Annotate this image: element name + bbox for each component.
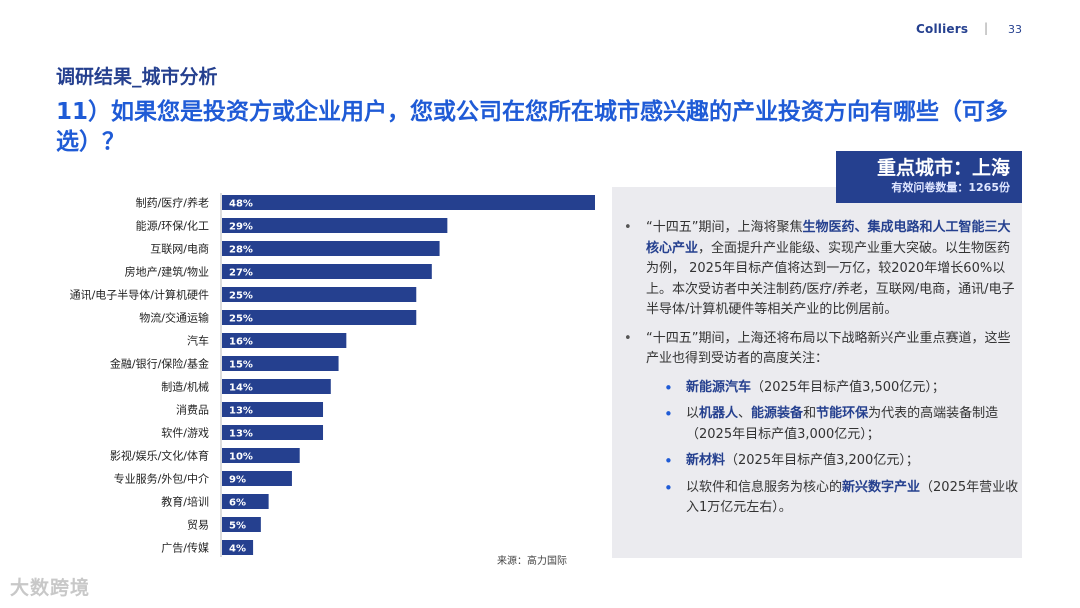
bar [222,540,254,555]
value-label: 27% [229,268,253,279]
bar-chart: 制药/医疗/养老 48% 能源/环保/化工 29% 互联网/电商 28% 房地产/建筑/物业… [0,185,620,560]
commentary-text: “十四五”期间，上海将聚焦生物医药、集成电路和人工智能三大核心产业，全面提升产业… [620,218,1020,519]
bullet-1: “十四五”期间，上海将聚焦生物医药、集成电路和人工智能三大核心产业，全面提升产业… [620,218,1020,321]
bar [222,195,595,210]
bullet-2: “十四五”期间，上海还将布局以下战略新兴产业重点赛道，这些产业也得到受访者的高度… [620,329,1020,370]
highlight-text: 生物医药、集成电路和人工智能三大核心产业 [646,220,1011,256]
body-text: 、 [738,406,752,421]
value-label: 9% [229,475,246,486]
city-title: 重点城市：上海 [876,157,1010,179]
category-label: 房地产/建筑/物业 [125,265,209,279]
body-text: （2025年目标产值3,500亿元）； [751,379,945,395]
category-label: 汽车 [187,334,209,348]
value-label: 13% [229,406,253,417]
brand-logo: Colliers [916,22,969,36]
highlight-text: 节能环保 [816,406,869,421]
bar [222,310,417,325]
category-label: 通讯/电子半导体/计算机硬件 [70,288,209,302]
value-label: 29% [229,222,253,233]
value-label: 15% [229,360,253,371]
bar [222,448,300,463]
highlight-text: 新能源汽车 [686,379,752,395]
category-label: 影视/娱乐/文化/体育 [110,449,209,463]
body-text: （2025年营业收入1万亿元左右）。 [686,479,1019,516]
city-box: 重点城市：上海 有效问卷数量：1265份 [836,151,1022,203]
bar [222,425,324,440]
category-label: 物流/交通运输 [139,311,209,325]
value-label: 25% [229,291,253,302]
bar-chart-svg: 制药/医疗/养老 48% 能源/环保/化工 29% 互联网/电商 28% 房地产/建筑/物业… [70,193,595,557]
body-text: （2025年目标产值3,200亿元）； [725,453,919,468]
body-text: 以 [686,406,700,421]
chart-source: 来源：高力国际 [497,556,567,567]
bar [222,356,339,371]
category-label: 专业服务/外包/中介 [114,472,209,486]
value-label: 14% [229,383,253,394]
category-label: 广告/传媒 [161,542,209,555]
category-label: 互联网/电商 [150,242,209,256]
highlight-text: 新兴数字产业 [842,479,921,495]
category-label: 金融/银行/保险/基金 [110,357,209,371]
sub-bullet-3: 新材料（2025年目标产值3,200亿元）； [620,451,1020,472]
body-text: “十四五”期间，上海还将布局以下战略新兴产业重点赛道，这些产业也得到受访者的高度… [646,330,1011,367]
bar [222,241,440,256]
bar [222,494,269,509]
sub-bullet-4: 以软件和信息服务为核心的新兴数字产业（2025年营业收入1万亿元左右）。 [620,478,1020,519]
value-label: 10% [229,452,253,463]
value-label: 28% [229,245,253,256]
value-label: 13% [229,429,253,440]
bar [222,287,417,302]
bar [222,264,432,279]
body-text: “十四五”期间，上海将聚焦 [646,220,803,235]
bar [222,471,292,486]
bar [222,517,261,532]
bar [222,379,331,394]
header-separator: | [984,21,989,35]
category-label: 制药/医疗/养老 [136,196,209,210]
highlight-text: 新材料 [686,453,726,468]
body-text: 以软件和信息服务为核心的 [686,479,843,495]
page-number: 33 [1008,23,1022,36]
category-label: 软件/游戏 [161,426,209,440]
highlight-text: 机器人 [699,406,739,421]
category-label: 制造/机械 [161,380,209,394]
bar [222,333,347,348]
body-text: 为代表的高端装备制造（2025年目标产值3,000亿元）； [686,406,999,442]
sub-bullet-1: 新能源汽车（2025年目标产值3,500亿元）； [620,378,1020,399]
bar [222,218,448,233]
value-label: 6% [229,498,246,509]
question-title: 11）如果您是投资方或企业用户，您或公司在您所在城市感兴趣的产业投资方向有哪些（… [56,99,1009,155]
category-label: 教育/培训 [161,495,209,509]
value-label: 4% [229,544,246,555]
section-title: 调研结果_城市分析 [56,66,218,88]
body-text: ，全面提升产业能级、实现产业重大突破。以生物医药为例， 2025年目标产值将达到… [646,240,1015,318]
sample-count: 有效问卷数量：1265份 [891,181,1010,194]
category-label: 贸易 [187,519,209,532]
category-label: 能源/环保/化工 [136,219,209,233]
value-label: 5% [229,521,246,532]
category-label: 消费品 [176,403,209,417]
value-label: 48% [229,199,253,210]
value-label: 25% [229,314,253,325]
value-label: 16% [229,337,253,348]
watermark-logo: 大数跨境 [10,577,91,599]
sub-bullet-2: 以机器人、能源装备和节能环保为代表的高端装备制造（2025年目标产值3,000亿… [620,404,1020,445]
highlight-text: 能源装备 [751,406,804,421]
bar [222,402,324,417]
body-text: 和 [803,406,817,421]
